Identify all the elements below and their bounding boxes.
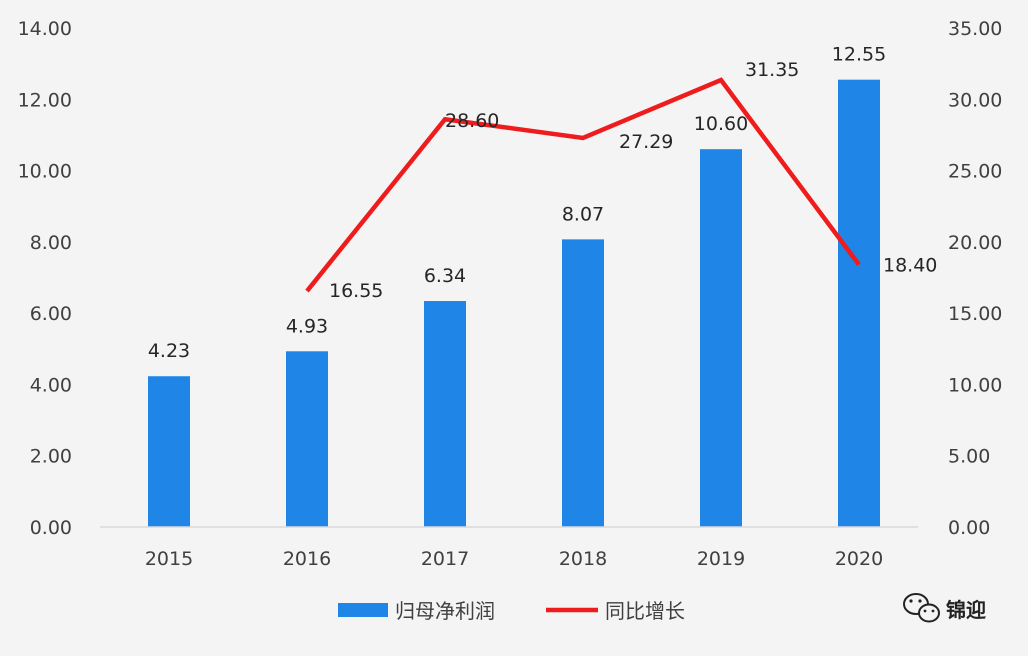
bar-2016 — [286, 351, 328, 527]
y-left-tick-label: 0.00 — [30, 517, 72, 539]
y-right-tick-label: 0.00 — [948, 517, 990, 539]
bar-data-label: 12.55 — [832, 44, 886, 66]
y-left-tick-label: 8.00 — [30, 232, 72, 254]
x-tick-label: 2020 — [835, 548, 883, 570]
x-tick-label: 2018 — [559, 548, 607, 570]
bar-data-label: 6.34 — [424, 265, 466, 287]
line-data-label: 18.40 — [883, 255, 937, 277]
bar-2020 — [838, 80, 880, 527]
y-right-tick-label: 15.00 — [948, 303, 1002, 325]
y-left-tick-label: 12.00 — [18, 89, 72, 111]
y-left-tick-label: 14.00 — [18, 18, 72, 40]
bar-data-label: 4.23 — [148, 340, 190, 362]
legend-label-bar: 归母净利润 — [395, 599, 495, 623]
x-tick-label: 2016 — [283, 548, 331, 570]
y-left-tick-label: 4.00 — [30, 374, 72, 396]
legend-swatch-bar — [338, 603, 388, 617]
x-tick-label: 2019 — [697, 548, 745, 570]
wechat-icon — [904, 594, 939, 622]
bar-data-label: 4.93 — [286, 315, 328, 337]
line-data-label: 27.29 — [619, 131, 673, 153]
y-right-tick-label: 10.00 — [948, 374, 1002, 396]
legend: 归母净利润 同比增长 — [338, 599, 685, 623]
y-left-tick-label: 10.00 — [18, 161, 72, 183]
x-tick-label: 2017 — [421, 548, 469, 570]
legend-label-line: 同比增长 — [605, 599, 685, 623]
y-right-tick-label: 5.00 — [948, 446, 990, 468]
line-data-label: 16.55 — [329, 280, 383, 302]
data-labels: 4.23 4.93 6.34 8.07 10.60 12.55 16.55 28.60 27.2… — [148, 44, 938, 363]
y-right-tick-label: 30.00 — [948, 89, 1002, 111]
bar-2017 — [424, 301, 466, 527]
bar-data-label: 8.07 — [562, 203, 604, 225]
watermark-text: 锦迎 — [946, 598, 986, 622]
bar-2019 — [700, 149, 742, 527]
line-data-label: 28.60 — [445, 110, 499, 132]
line-data-label: 31.35 — [745, 59, 799, 81]
bar-data-label: 10.60 — [694, 113, 748, 135]
bar-2018 — [562, 239, 604, 527]
y-right-tick-label: 35.00 — [948, 18, 1002, 40]
bar-2015 — [148, 376, 190, 527]
x-tick-label: 2015 — [145, 548, 193, 570]
watermark: 锦迎 — [904, 594, 986, 622]
y-left-tick-label: 6.00 — [30, 303, 72, 325]
y-right-tick-label: 25.00 — [948, 161, 1002, 183]
y-left-tick-label: 2.00 — [30, 446, 72, 468]
y-right-tick-label: 20.00 — [948, 232, 1002, 254]
